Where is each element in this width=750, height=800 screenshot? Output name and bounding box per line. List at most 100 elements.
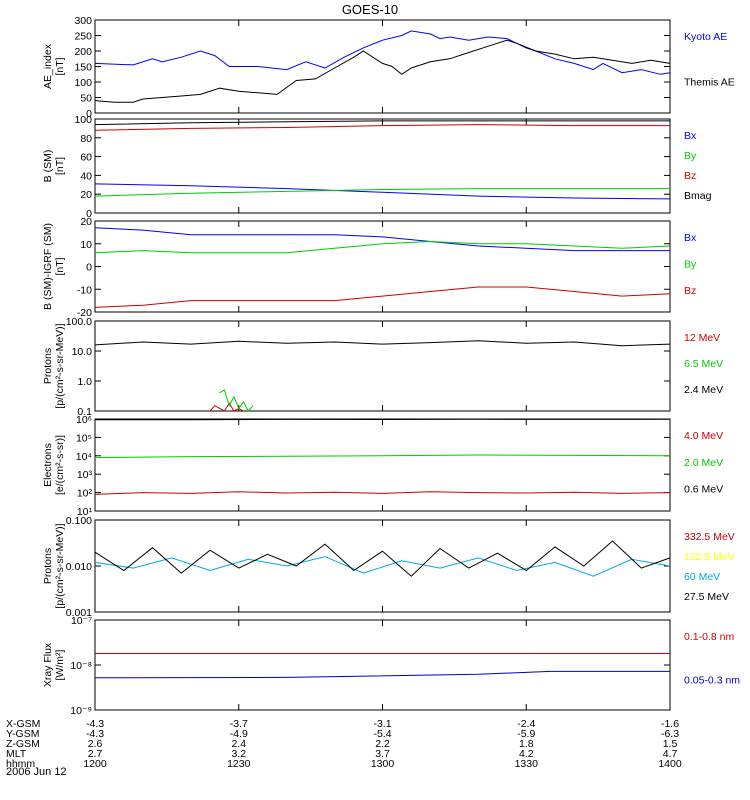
- legend-entry: Bmag: [684, 190, 712, 202]
- y-tick-label: 0: [86, 108, 92, 120]
- y-tick-label: 150: [74, 62, 92, 74]
- footer-cell: -3.7: [230, 718, 248, 730]
- y-axis-label: B (SM)-IGRF (SM) [nT]: [42, 223, 66, 310]
- legend-entry: Kyoto AE: [684, 31, 727, 43]
- legend-entry: 0.1-0.8 nm: [684, 631, 734, 643]
- footer-row-label: Z-GSM: [6, 738, 40, 750]
- series-line: [94, 39, 671, 103]
- chart-title: GOES-10: [342, 2, 398, 17]
- y-tick-label: -20: [77, 307, 92, 319]
- panel-5: 10¹ 10² 10³ 10⁴ 10⁵ 10⁶ Electrons [e/(cm²-s-sr)…: [42, 414, 723, 518]
- footer-cell: -3.1: [373, 718, 391, 730]
- y-tick-label: 10⁻⁸: [70, 660, 92, 672]
- y-axis-label-line: [nT]: [54, 157, 66, 175]
- legend-entry: Bx: [684, 130, 697, 142]
- y-tick-label: 10⁶: [76, 414, 92, 426]
- legend-entry: 60 MeV: [684, 571, 720, 583]
- footer-cell: -1.6: [661, 718, 679, 730]
- y-tick-label: 40: [80, 170, 92, 182]
- y-tick-label: 10²: [77, 488, 93, 500]
- y-axis-label-line: Protons: [42, 348, 54, 384]
- panel-frame: [94, 418, 671, 512]
- y-tick-label: 0.1: [77, 406, 92, 418]
- footer-cell: -6.3: [661, 728, 679, 740]
- panel-7: 10⁻⁹ 10⁻⁸ 10⁻⁷ Xray Flux [W/m²] 0.1-0.8 nm 0.0…: [42, 615, 740, 717]
- panel-frame: [94, 619, 671, 711]
- series-line: [94, 491, 671, 495]
- footer-cell: 1330: [515, 758, 539, 770]
- y-axis-label-line: AE_index: [42, 43, 54, 89]
- y-tick-label: 20: [80, 189, 92, 201]
- legend-entry: Themis AE: [684, 76, 735, 88]
- footer-cell: 1300: [371, 758, 395, 770]
- y-tick-label: 10⁻⁷: [71, 615, 92, 627]
- y-axis-label-line: [nT]: [54, 257, 66, 275]
- panel-1: 0 50 100 150 200 250 300 AE_index [nT] Kyoto AE Th…: [42, 15, 735, 120]
- series-line: [94, 124, 670, 131]
- y-tick-label: 300: [74, 15, 92, 27]
- y-tick-label: 10¹: [77, 506, 93, 518]
- y-axis-label-line: Electrons: [42, 443, 54, 487]
- footer-cell: -5.9: [517, 728, 535, 740]
- y-axis-label: B (SM) [nT]: [42, 150, 66, 183]
- series-line: [94, 188, 670, 197]
- series-line: [94, 418, 671, 421]
- y-tick-label: -10: [77, 284, 92, 296]
- series-line: [94, 227, 670, 252]
- series-line: [94, 540, 671, 577]
- panel-frame: [94, 320, 671, 412]
- y-tick-label: 10⁴: [76, 451, 92, 463]
- footer-cell: 3.2: [231, 748, 246, 760]
- y-tick-label: 10.0: [72, 346, 93, 358]
- legend-entry: By: [684, 258, 697, 270]
- footer-cell: 1200: [83, 758, 107, 770]
- footer-cell: -2.4: [517, 718, 535, 730]
- legend-entry: 122.5 MeV: [684, 551, 735, 563]
- y-axis-label: Protons [p/(cm²-s-sr-MeV)]: [42, 323, 66, 408]
- y-tick-label: 0: [86, 208, 92, 220]
- footer-row-label: X-GSM: [6, 718, 40, 730]
- legend-entry: Bz: [684, 170, 696, 182]
- y-tick-label: 100: [74, 77, 92, 89]
- legend-entry: 0.05-0.3 nm: [684, 674, 740, 686]
- footer-cell: 4.2: [519, 748, 534, 760]
- y-tick-label: 20: [80, 216, 92, 228]
- legend-entry: Bz: [684, 285, 696, 297]
- panel-3: -20 -10 0 10 20 B (SM)-IGRF (SM) [nT] Bx By Bz: [42, 216, 697, 319]
- footer-cell: -4.3: [86, 718, 104, 730]
- y-axis-label-line: [nT]: [54, 57, 66, 75]
- series-line: [219, 389, 254, 412]
- legend-entry: 2.0 MeV: [684, 457, 723, 469]
- y-tick-label: 10⁵: [76, 432, 92, 444]
- series-line: [94, 120, 670, 126]
- y-axis-label-line: [p/(cm²-s-sr-MeV)]: [54, 323, 66, 408]
- y-axis-label-line: [p/(cm²-s-sr-MeV)]: [54, 523, 66, 608]
- series-line: [94, 240, 671, 254]
- y-tick-label: 0.001: [66, 607, 92, 619]
- y-tick-label: 0: [86, 262, 92, 274]
- footer-row-label: MLT: [6, 748, 27, 760]
- legend-entry: 2.4 MeV: [684, 384, 723, 396]
- y-axis-label-line: Protons: [42, 548, 54, 584]
- y-axis-label-line: B (SM): [42, 150, 54, 183]
- y-axis-label: Xray Flux [W/m²]: [42, 642, 66, 687]
- footer-cell: 1.8: [519, 738, 534, 750]
- series-line: [94, 556, 671, 577]
- y-axis-label-line: [W/m²]: [54, 649, 66, 680]
- legend-entry: 4.0 MeV: [684, 430, 723, 442]
- y-axis-label: Protons [p/(cm²-s-sr-MeV)]: [42, 523, 66, 608]
- legend-entry: 332.5 MeV: [684, 531, 735, 543]
- y-tick-label: 0.100: [66, 515, 92, 527]
- footer-cell: 2.6: [88, 738, 103, 750]
- y-tick-label: 80: [80, 133, 92, 145]
- footer-cell: 2.2: [375, 738, 390, 750]
- legend-entry: 12 MeV: [684, 332, 720, 344]
- panel-2: 0 20 40 60 80 100 B (SM) [nT] Bx By Bz Bmag: [42, 114, 712, 220]
- panel-frame: [94, 220, 671, 313]
- y-tick-label: 100: [74, 114, 92, 126]
- y-tick-label: 60: [80, 152, 92, 164]
- y-axis-label: Electrons [e/(cm²-s-sr)]: [42, 435, 66, 495]
